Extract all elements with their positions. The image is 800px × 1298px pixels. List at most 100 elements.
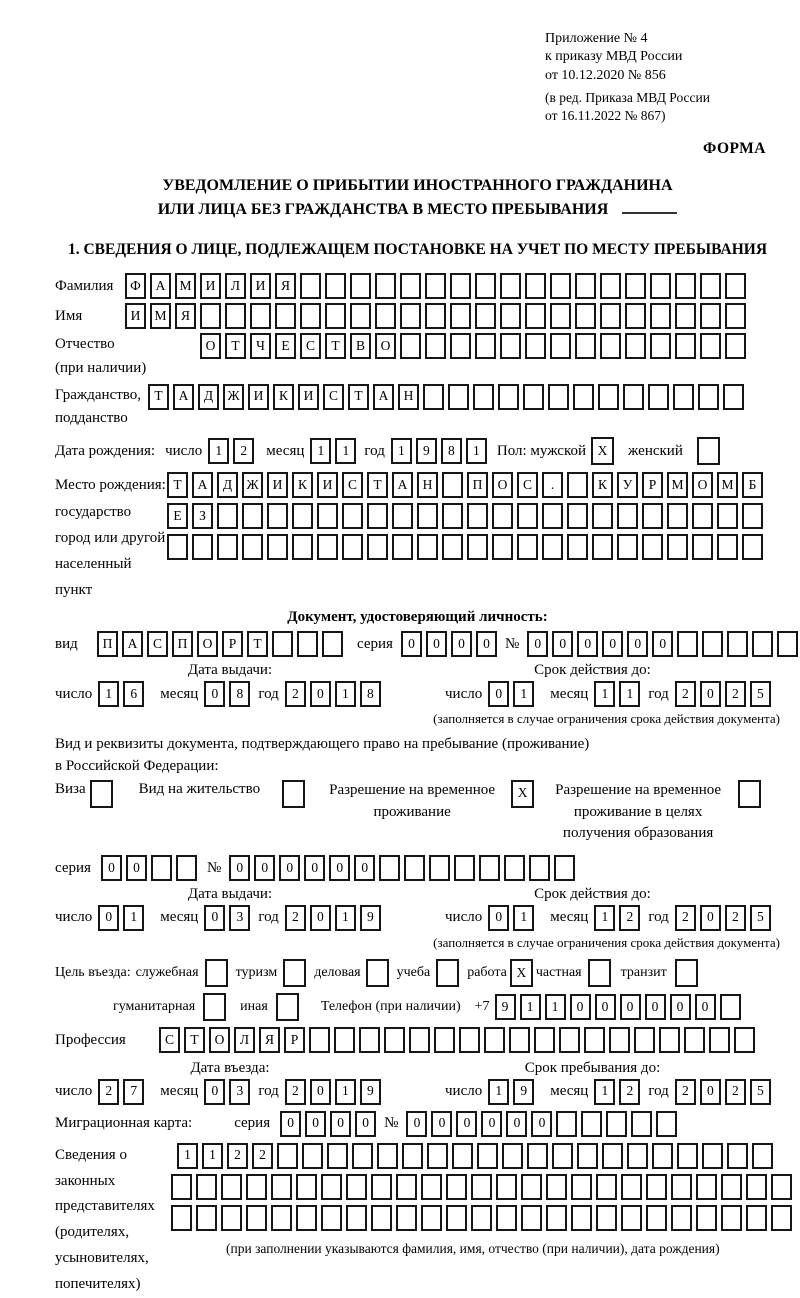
char-cell: 1 — [488, 1078, 510, 1105]
char-cell — [89, 779, 113, 808]
birth-date-label: Дата рождения: — [55, 442, 156, 459]
char-cell: 1 — [544, 994, 566, 1020]
char-cell: 0 — [309, 681, 331, 707]
char-cell: 5 — [749, 681, 771, 707]
char-cell — [327, 1142, 348, 1169]
number-label: № — [384, 1115, 399, 1132]
char-cell — [696, 437, 720, 466]
char-cell — [671, 1173, 692, 1200]
char-cell — [702, 631, 724, 658]
char-cell — [721, 1204, 742, 1231]
char-cell — [454, 855, 476, 881]
char-cell — [717, 534, 738, 561]
surname-label: Фамилия — [55, 277, 114, 294]
char-cell — [375, 303, 396, 330]
char-cell — [621, 1204, 642, 1231]
char-cell: 0 — [506, 1110, 528, 1137]
representatives-cells-row3 — [171, 1204, 796, 1231]
char-cell: 2 — [252, 1142, 273, 1169]
char-cell — [392, 534, 413, 561]
char-cell — [571, 1204, 592, 1231]
form-title: УВЕДОМЛЕНИЕ О ПРИБЫТИИ ИНОСТРАННОГО ГРАЖ… — [55, 174, 780, 222]
char-cell — [296, 1173, 317, 1200]
day-label: число — [445, 1083, 483, 1100]
char-cell: М — [717, 472, 738, 499]
char-cell: А — [192, 472, 213, 499]
char-cell: 1 — [465, 438, 487, 465]
char-cell — [325, 303, 346, 330]
purpose-tourism-label: туризм — [235, 965, 278, 981]
char-cell: 0 — [652, 631, 674, 658]
char-cell: Е — [167, 503, 188, 530]
char-cell — [171, 1204, 192, 1231]
char-cell — [696, 1204, 717, 1231]
char-cell: 1 — [123, 904, 145, 931]
visa-checkbox — [89, 779, 113, 808]
char-cell — [175, 855, 197, 881]
char-cell — [721, 1173, 742, 1200]
char-cell — [150, 855, 172, 881]
char-cell — [459, 1027, 480, 1053]
char-cell — [477, 1142, 498, 1169]
month-label: месяц — [550, 1083, 589, 1100]
char-cell: 1 — [334, 681, 356, 707]
char-cell — [277, 1142, 298, 1169]
char-cell: И — [125, 303, 146, 330]
char-cell — [471, 1204, 492, 1231]
char-cell: О — [200, 333, 221, 360]
char-cell: 0 — [279, 855, 301, 881]
char-cell — [584, 1027, 605, 1053]
char-cell — [334, 1027, 355, 1053]
char-cell — [771, 1173, 792, 1200]
char-cell — [625, 333, 646, 360]
char-cell — [523, 383, 544, 410]
citizenship-label: Гражданство, подданство — [55, 386, 142, 426]
char-cell — [421, 1204, 442, 1231]
char-cell — [646, 1204, 667, 1231]
blank-underline — [622, 198, 678, 214]
char-cell — [617, 534, 638, 561]
char-cell: 0 — [100, 855, 122, 881]
char-cell — [309, 1027, 330, 1053]
char-cell — [717, 503, 738, 530]
char-cell — [631, 1110, 653, 1137]
residence-doc-line1: Вид и реквизиты документа, подтверждающе… — [55, 736, 590, 753]
char-cell — [492, 534, 513, 561]
char-cell: 0 — [204, 681, 226, 707]
char-cell — [452, 1142, 473, 1169]
char-cell — [217, 503, 238, 530]
char-cell: Ф — [125, 273, 146, 300]
form-title-line1: УВЕДОМЛЕНИЕ О ПРИБЫТИИ ИНОСТРАННОГО ГРАЖ… — [162, 176, 673, 194]
char-cell: Т — [247, 631, 268, 658]
char-cell: 2 — [233, 438, 255, 465]
char-cell: Р — [222, 631, 243, 658]
char-cell — [302, 1142, 323, 1169]
char-cell — [700, 333, 721, 360]
char-cell — [581, 1110, 603, 1137]
char-cell — [546, 1173, 567, 1200]
char-cell: 0 — [552, 631, 574, 658]
char-cell — [675, 333, 696, 360]
char-cell — [529, 855, 551, 881]
char-cell — [534, 1027, 555, 1053]
char-cell — [671, 1204, 692, 1231]
char-cell — [283, 959, 307, 987]
restriction-note: (заполняется в случае ограничения срока … — [433, 934, 780, 950]
char-cell: 0 — [305, 1110, 327, 1137]
char-cell: 0 — [406, 1110, 428, 1137]
char-cell — [446, 1204, 467, 1231]
char-cell — [473, 383, 494, 410]
char-cell: 9 — [359, 1078, 381, 1105]
char-cell: 1 — [335, 438, 357, 465]
char-cell — [321, 1204, 342, 1231]
